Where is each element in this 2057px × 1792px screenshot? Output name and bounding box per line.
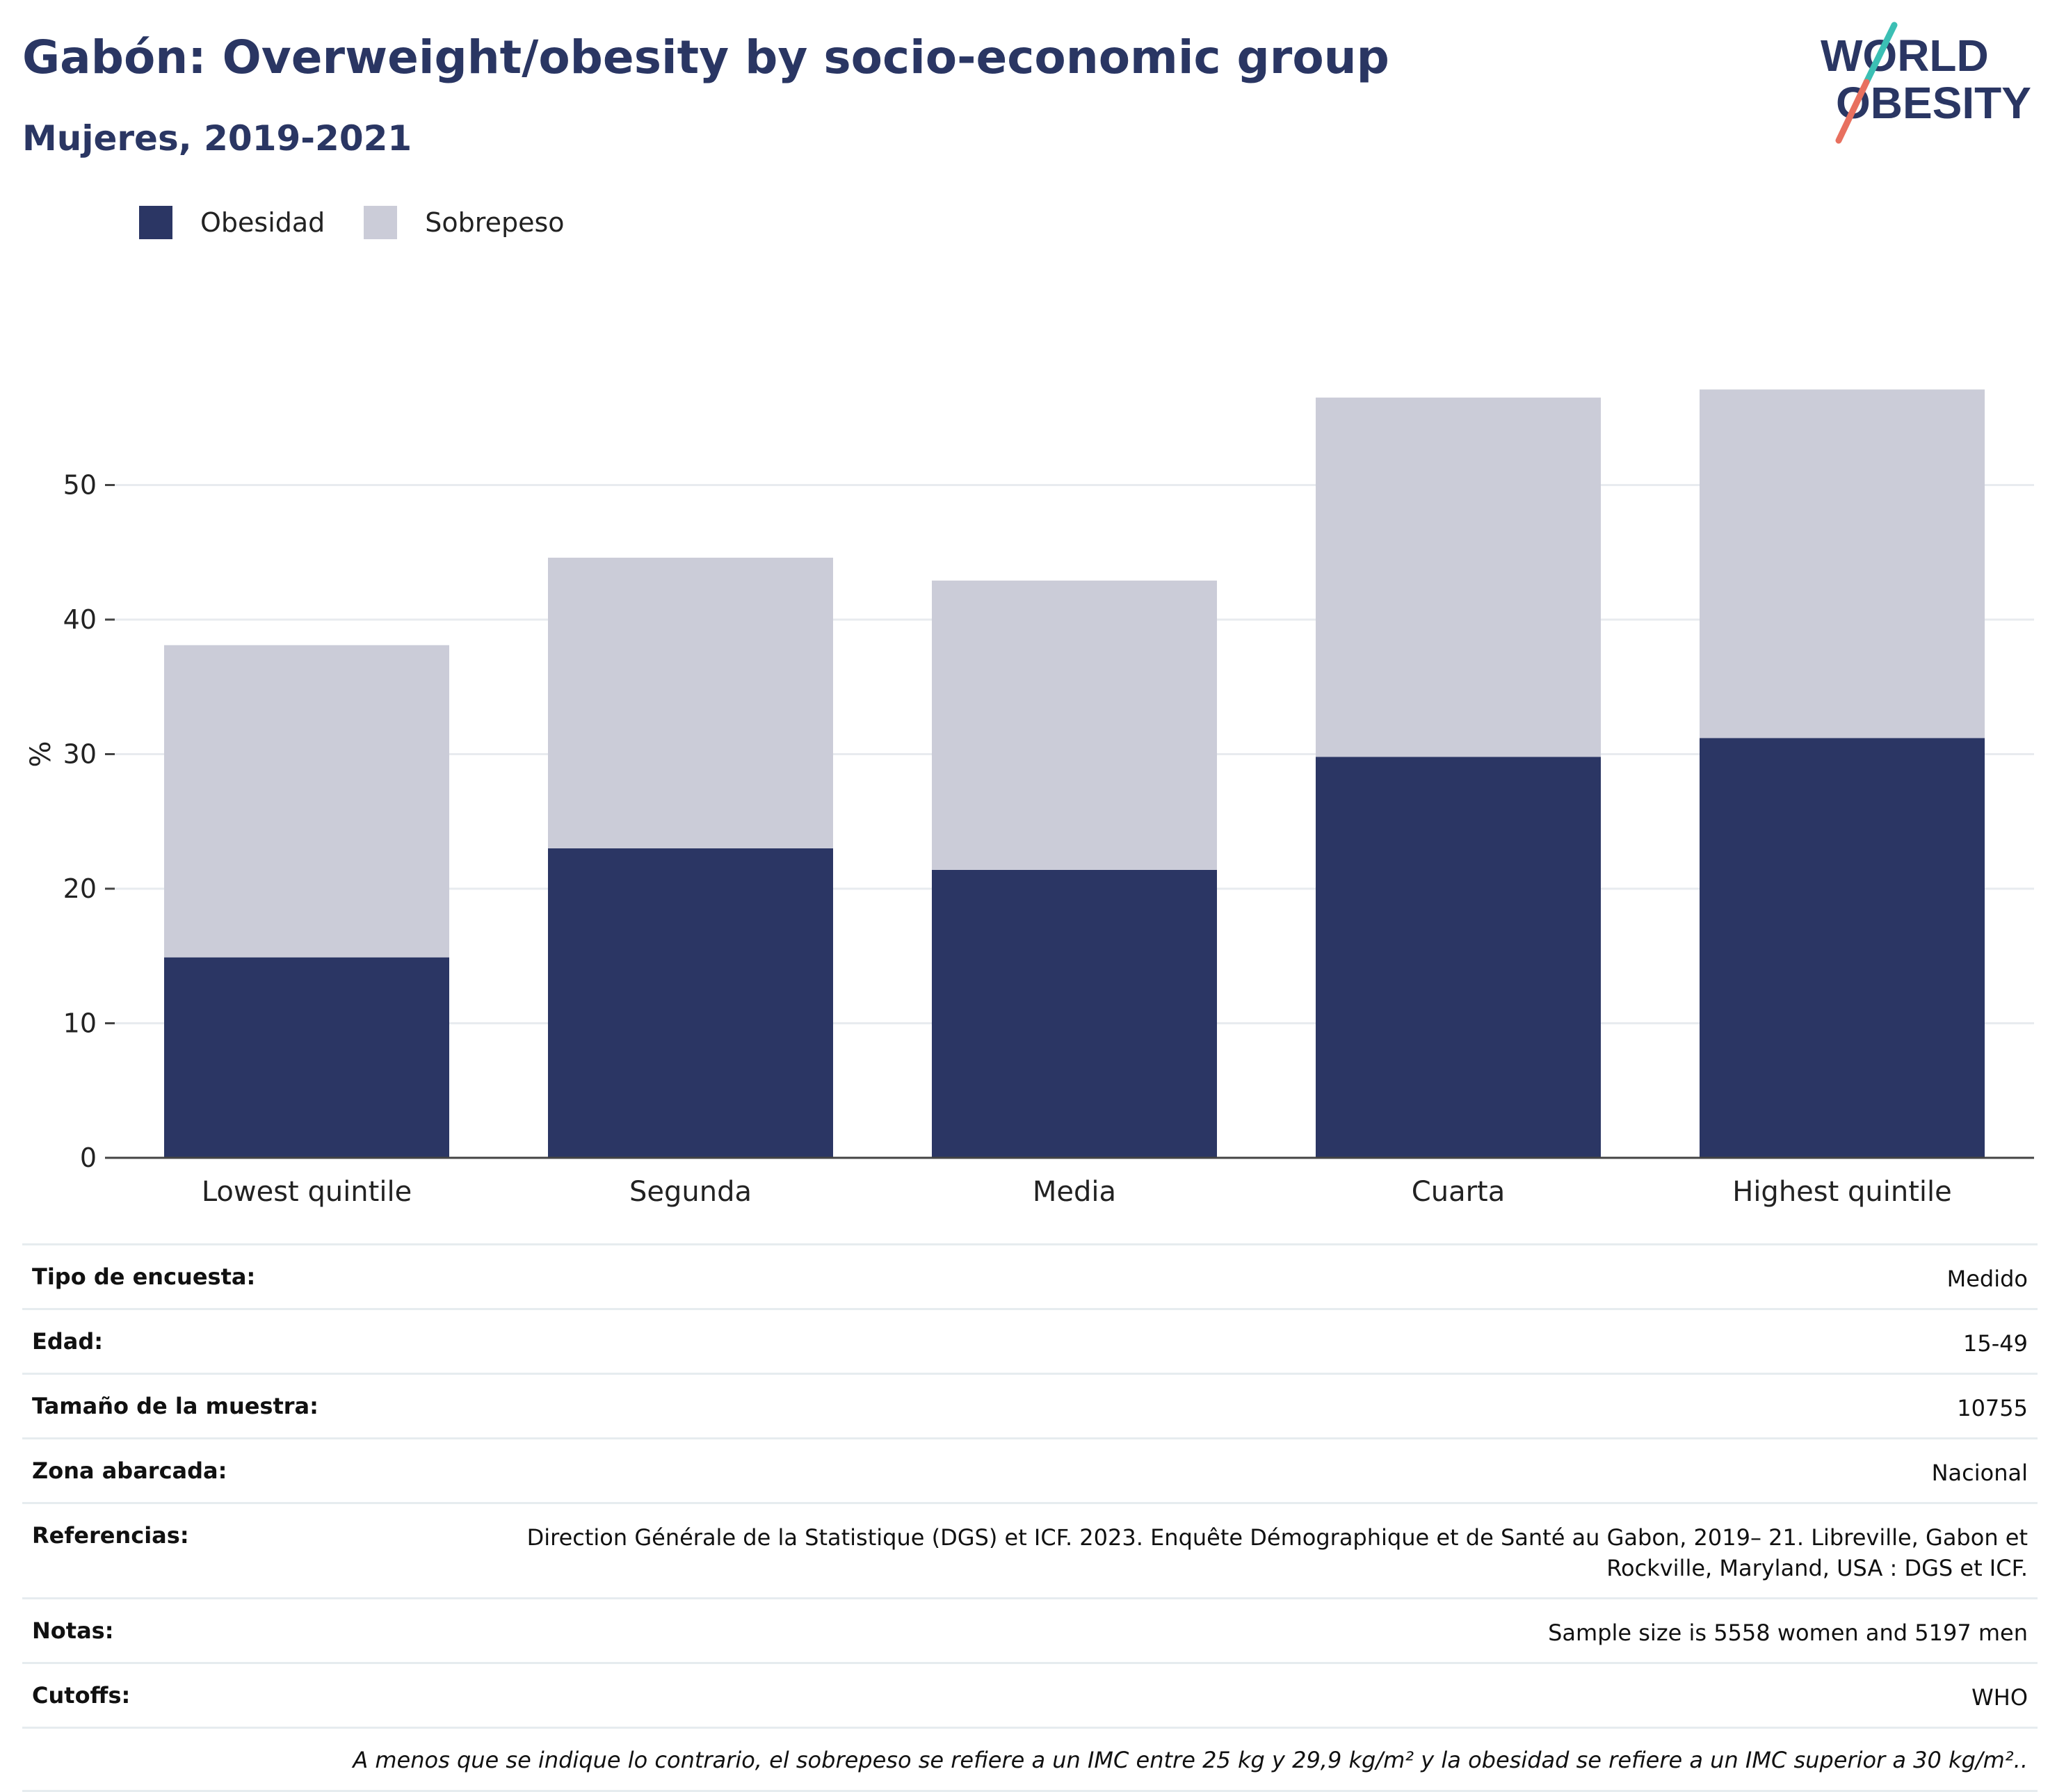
chart-legend: Obesidad Sobrepeso	[139, 206, 604, 239]
info-value: Sample size is 5558 women and 5197 men	[1548, 1620, 2028, 1646]
legend-item-obesidad[interactable]: Obesidad	[139, 206, 325, 239]
chart-subtitle: Mujeres, 2019-2021	[22, 118, 412, 159]
info-key: Tipo de encuesta:	[32, 1264, 256, 1290]
logo-text-line1: WORLD	[1821, 31, 1989, 81]
bar-sobrepeso-4	[1700, 389, 1985, 738]
logo-slash-teal	[1863, 22, 1898, 86]
info-key: Edad:	[32, 1328, 104, 1355]
legend-label-obesidad: Obesidad	[200, 207, 325, 238]
stacked-bar-chart: 0 10 20 30 40 50% Lowest quintile Segunda Media C…	[25, 389, 2034, 1208]
info-value: Medido	[1946, 1266, 2028, 1292]
legend-swatch-sobrepeso	[364, 206, 398, 239]
info-table: Tipo de encuesta: Medido Edad: 15-49 Tam…	[22, 1243, 2038, 1792]
y-tick-label: 40	[63, 604, 97, 635]
x-tick-label: Segunda	[629, 1176, 752, 1208]
logo-slash-coral	[1835, 79, 1870, 144]
y-tick-label: 50	[63, 470, 97, 501]
info-value: Direction Générale de la Statistique (DG…	[526, 1524, 2028, 1581]
info-row-area: Zona abarcada: Nacional	[22, 1437, 2038, 1502]
logo-text-line2: OBESITY	[1836, 78, 2031, 128]
y-tick-label: 30	[63, 739, 97, 770]
x-tick-label: Cuarta	[1412, 1176, 1505, 1208]
bar-obesidad-2	[932, 869, 1217, 1158]
info-row-survey-type: Tipo de encuesta: Medido	[22, 1243, 2038, 1308]
info-key: Tamaño de la muestra:	[32, 1393, 318, 1419]
world-obesity-logo: WORLD OBESITY	[1821, 22, 2031, 144]
x-tick-label: Lowest quintile	[202, 1176, 412, 1208]
info-key: Referencias:	[32, 1522, 189, 1549]
info-key: Zona abarcada:	[32, 1458, 227, 1484]
legend-item-sobrepeso[interactable]: Sobrepeso	[364, 206, 565, 239]
legend-label-sobrepeso: Sobrepeso	[425, 207, 565, 238]
bar-obesidad-1	[548, 848, 833, 1158]
y-axis-label: %	[25, 741, 57, 767]
info-value: Nacional	[1931, 1460, 2028, 1486]
info-row-references: Referencias: Direction Générale de la St…	[22, 1502, 2038, 1597]
legend-swatch-obesidad	[139, 206, 172, 239]
bar-obesidad-4	[1700, 738, 1985, 1158]
y-tick-label: 20	[63, 873, 97, 904]
info-row-age: Edad: 15-49	[22, 1308, 2038, 1373]
info-row-sample-size: Tamaño de la muestra: 10755	[22, 1373, 2038, 1437]
info-row-cutoffs: Cutoffs: WHO	[22, 1662, 2038, 1727]
info-key: Cutoffs:	[32, 1682, 131, 1709]
bar-obesidad-3	[1316, 757, 1601, 1158]
info-row-notes: Notas: Sample size is 5558 women and 519…	[22, 1597, 2038, 1662]
chart-title: Gabón: Overweight/obesity by socio-econo…	[22, 31, 1389, 84]
info-key: Notas:	[32, 1617, 114, 1644]
x-tick-label: Media	[1033, 1176, 1116, 1208]
bar-obesidad-0	[164, 957, 449, 1158]
footnote: A menos que se indique lo contrario, el …	[22, 1727, 2038, 1792]
info-value: 10755	[1957, 1395, 2028, 1421]
info-value: WHO	[1971, 1684, 2028, 1711]
bar-sobrepeso-0	[164, 645, 449, 958]
y-tick-label: 10	[63, 1008, 97, 1039]
info-value: 15-49	[1963, 1330, 2028, 1357]
bar-sobrepeso-3	[1316, 397, 1601, 757]
bar-sobrepeso-2	[932, 580, 1217, 870]
x-tick-label: Highest quintile	[1732, 1176, 1952, 1208]
y-tick-label: 0	[80, 1143, 97, 1173]
bar-sobrepeso-1	[548, 557, 833, 848]
